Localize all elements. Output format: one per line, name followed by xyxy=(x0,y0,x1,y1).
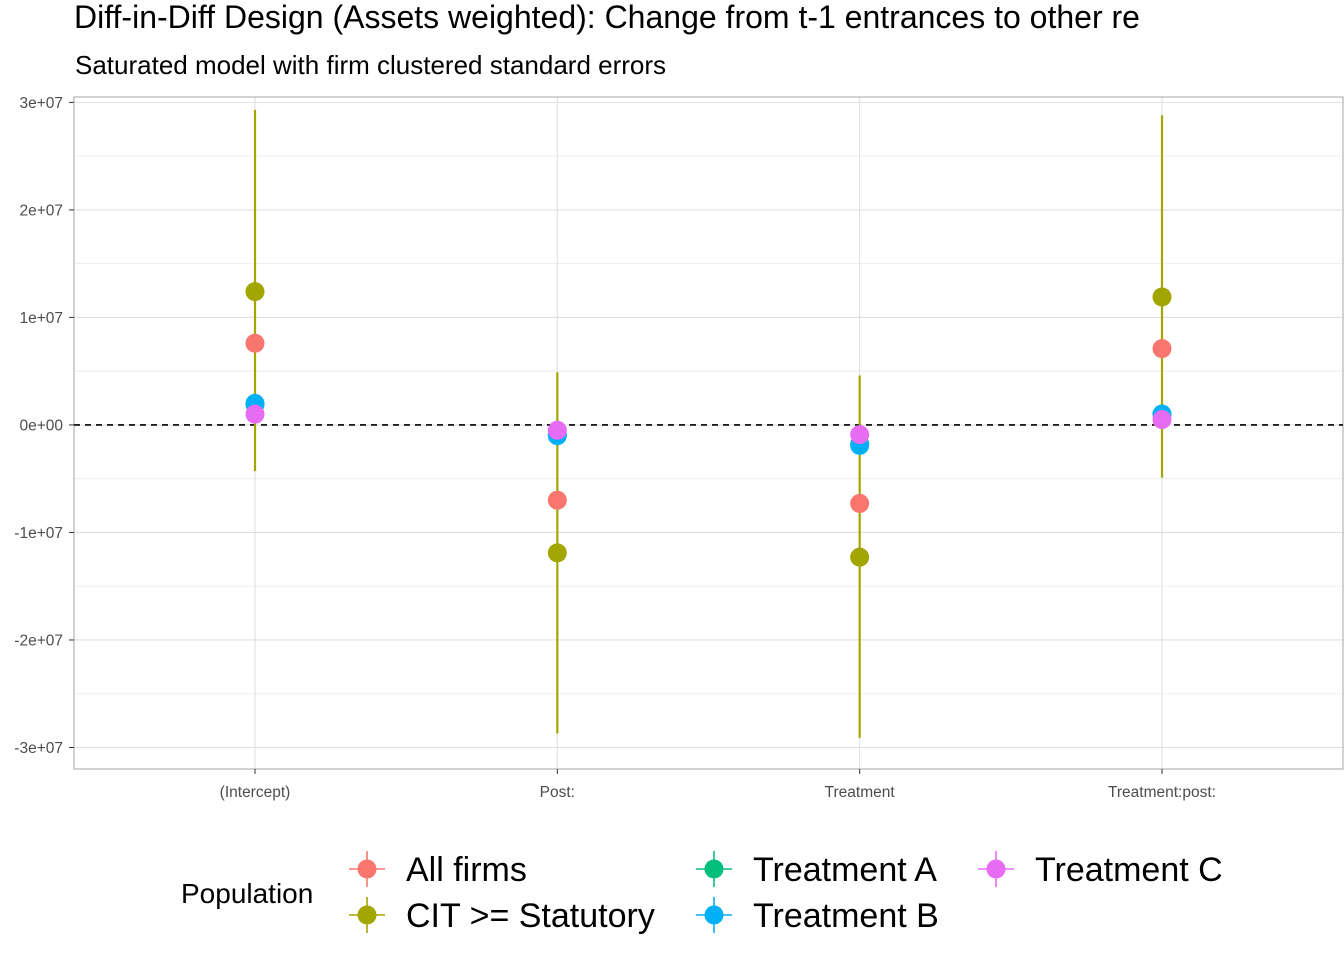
data-point xyxy=(850,493,870,513)
y-tick-label: 3e+07 xyxy=(19,95,63,112)
y-tick-label: 1e+07 xyxy=(19,310,63,327)
data-point xyxy=(850,547,870,567)
x-tick-label: (Intercept) xyxy=(220,784,291,801)
legend-item: CIT >= Statutory xyxy=(349,897,655,935)
data-point xyxy=(245,282,265,302)
y-tick-label: -2e+07 xyxy=(14,632,63,649)
data-point xyxy=(1152,339,1172,359)
panel-border xyxy=(73,96,1344,770)
data-point xyxy=(850,425,870,445)
legend-label: Treatment B xyxy=(753,897,939,935)
legend-label: Treatment C xyxy=(1035,851,1223,889)
legend-item: Treatment A xyxy=(696,851,937,889)
legend-label: Treatment A xyxy=(753,851,937,889)
data-point xyxy=(245,333,265,353)
x-tick-label: Treatment xyxy=(825,784,896,801)
chart-title: Diff-in-Diff Design (Assets weighted): C… xyxy=(74,0,1140,35)
data-point xyxy=(547,490,567,510)
legend-title: Population xyxy=(181,878,313,909)
plot-area: 3e+07 2e+07 1e+07 0e+00 -1e+07 -2e+07 -3e+07 (I… xyxy=(14,95,1344,801)
legend-item: Treatment C xyxy=(978,851,1223,889)
y-tick-label: 2e+07 xyxy=(19,202,63,219)
x-tick-label: Post: xyxy=(540,784,575,801)
data-point xyxy=(1152,410,1172,430)
legend-key-point xyxy=(704,859,724,879)
data-point xyxy=(547,543,567,563)
legend-label: All firms xyxy=(406,851,527,889)
y-tick-label: -3e+07 xyxy=(14,740,63,757)
legend-label: CIT >= Statutory xyxy=(406,897,655,935)
chart-subtitle: Saturated model with firm clustered stan… xyxy=(75,50,666,80)
legend-item: All firms xyxy=(349,851,527,889)
legend-key-point xyxy=(986,859,1006,879)
data-point xyxy=(245,404,265,424)
legend-key-point xyxy=(357,905,377,925)
legend-item: Treatment B xyxy=(696,897,939,935)
legend: Population All firms CIT >= Statutory Treat… xyxy=(181,851,1223,935)
data-point xyxy=(547,420,567,440)
data-point xyxy=(1152,287,1172,307)
y-tick-label: 0e+00 xyxy=(19,417,63,434)
legend-key-point xyxy=(704,905,724,925)
y-tick-label: -1e+07 xyxy=(14,525,63,542)
legend-key-point xyxy=(357,859,377,879)
x-tick-label: Treatment:post: xyxy=(1108,784,1216,801)
